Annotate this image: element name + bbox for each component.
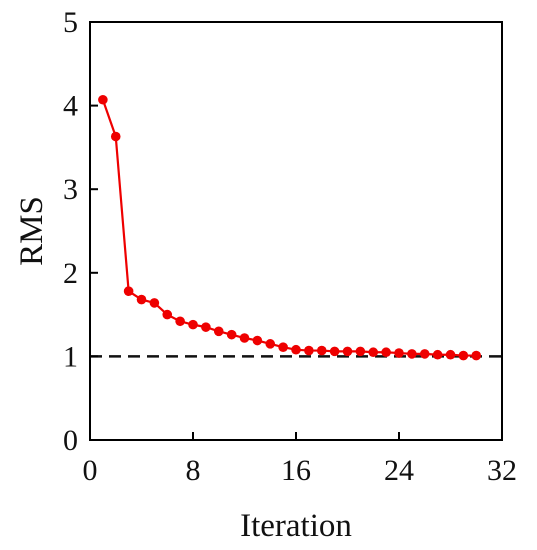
data-point — [278, 342, 288, 353]
data-point — [291, 344, 301, 355]
data-point — [188, 319, 198, 330]
y-tick-label: 4 — [63, 90, 78, 123]
data-point — [213, 326, 224, 337]
y-tick-label: 1 — [63, 340, 78, 373]
y-tick-label: 5 — [63, 6, 78, 39]
data-point — [432, 349, 443, 360]
data-point — [316, 345, 327, 356]
data-point — [226, 329, 237, 340]
data-point — [419, 349, 430, 359]
data-point — [265, 339, 276, 349]
data-point — [175, 316, 185, 327]
data-point — [149, 298, 160, 308]
data-point — [239, 333, 250, 343]
data-point — [394, 348, 404, 358]
series-layer — [98, 94, 482, 361]
plot-frame — [89, 21, 503, 441]
data-point — [201, 322, 211, 332]
data-point — [123, 286, 134, 296]
x-tick-label: 16 — [281, 454, 311, 487]
data-point — [162, 309, 173, 320]
x-axis-title: Iteration — [240, 508, 352, 544]
data-point — [136, 294, 147, 305]
data-point — [445, 349, 456, 360]
x-tick-label: 32 — [487, 454, 517, 487]
y-tick-label: 2 — [63, 257, 78, 290]
x-tick-label: 0 — [83, 454, 98, 487]
data-point — [252, 335, 263, 346]
y-tick-label: 0 — [63, 424, 78, 457]
data-point — [110, 131, 121, 142]
series-line — [101, 99, 477, 357]
x-axis-ticks: 0 8 16 24 32 — [83, 432, 517, 487]
data-point — [355, 346, 366, 357]
data-point — [471, 350, 482, 361]
data-point — [381, 347, 391, 358]
data-point — [329, 346, 340, 357]
y-axis-ticks: 0 1 2 3 4 5 — [63, 6, 98, 457]
x-tick-label: 8 — [186, 454, 201, 487]
data-point — [407, 349, 417, 359]
y-axis-title: RMS — [14, 196, 50, 266]
data-point — [458, 350, 469, 361]
data-point — [304, 345, 314, 356]
x-tick-label: 24 — [384, 454, 414, 487]
data-point — [368, 347, 379, 358]
data-point — [342, 346, 353, 357]
data-point — [98, 94, 108, 105]
y-tick-label: 3 — [63, 173, 78, 206]
